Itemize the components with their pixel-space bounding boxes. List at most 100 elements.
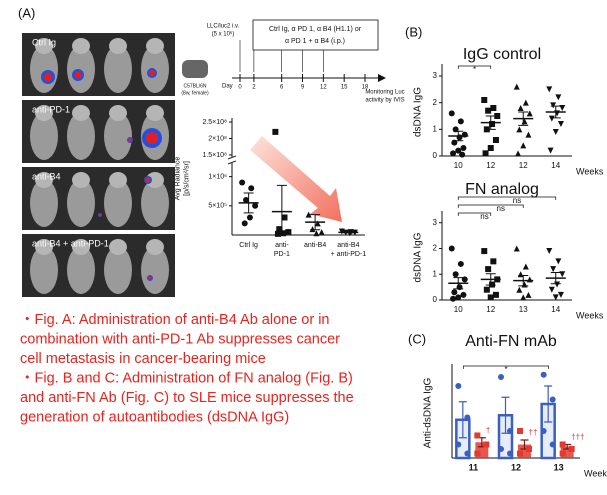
mouse-head (35, 172, 53, 188)
mouse (67, 246, 95, 294)
caption-line: ・Fig. A: Administration of anti-B4 Ab al… (20, 312, 330, 328)
signal (98, 213, 102, 217)
point (485, 266, 492, 273)
sem-bar (276, 184, 287, 236)
mouse-head (109, 239, 127, 255)
caption-line: and anti-FN Ab (Fig. C) to SLE mice supp… (20, 390, 354, 406)
point (517, 428, 523, 434)
image-label: anti-B4 (32, 171, 61, 181)
point (489, 121, 496, 127)
day-value: 15 (341, 85, 348, 91)
x-tick-label: anti-B4 (337, 242, 359, 249)
point (274, 230, 281, 237)
axis-break-mark (227, 155, 237, 160)
treatment-box (252, 19, 379, 51)
timeline: Day 0 2 6 9 12 15 18 LLC/luc2 i.v.(5 x 10⁶) Ctrl … (181, 19, 405, 104)
point (546, 86, 553, 93)
point (456, 134, 463, 141)
point (281, 214, 288, 221)
mouse (104, 45, 132, 93)
y-tick-label: 3 (433, 218, 438, 227)
point (276, 226, 283, 233)
point (540, 371, 547, 378)
point (243, 196, 250, 203)
point (513, 83, 520, 90)
sig-bracket (457, 212, 492, 216)
y-tick-label: 5×10⁵ (208, 203, 227, 210)
x-tick-label: 12 (486, 161, 495, 170)
mouse-head (35, 38, 53, 54)
point (483, 286, 490, 293)
mouse-head (146, 239, 164, 255)
x-tick-label: anti- (275, 242, 289, 249)
point (546, 248, 553, 255)
arrowhead (378, 74, 386, 82)
point (490, 105, 497, 111)
point (248, 185, 255, 192)
point (474, 450, 481, 457)
sig-label: ††† (571, 433, 584, 442)
point (448, 245, 455, 252)
x-tick-label: 12 (511, 462, 521, 472)
signal (145, 177, 151, 183)
chart-title: FN analog (465, 181, 539, 198)
x-label: Weeks (576, 166, 604, 176)
y-tick-label: 1 (433, 124, 438, 133)
day-label: Day (222, 84, 233, 90)
x-tick-label: 12 (486, 305, 495, 314)
point (516, 286, 523, 293)
ivis-images: Ctrl Ig anti-PD-1 anti-B4 anti-B4 + anti-PD… (22, 33, 175, 297)
point (485, 107, 492, 114)
panel-label: (C) (408, 331, 426, 346)
day-value: 2 (252, 85, 256, 91)
point (548, 286, 555, 293)
y-label: dsDNA IgG (413, 232, 424, 282)
point (487, 294, 494, 301)
x-tick-label: 13 (554, 462, 564, 472)
point (455, 294, 462, 301)
point (507, 450, 513, 457)
point (464, 450, 471, 457)
point (498, 374, 504, 380)
mouse-head (72, 239, 90, 255)
point (507, 428, 513, 434)
monitor: Monitoring Luc (365, 90, 404, 96)
image-label: Ctrl Ig (32, 37, 56, 47)
x-tick-label: 13 (519, 305, 528, 314)
mouse-head (72, 38, 90, 54)
injection: LLC/luc2 i.v. (207, 24, 240, 30)
sem-bar (518, 275, 529, 287)
point (513, 245, 520, 252)
point (252, 202, 259, 209)
point (516, 126, 523, 133)
point (549, 396, 556, 403)
point (482, 150, 489, 157)
axis-break-mark (227, 160, 237, 165)
mouse (30, 246, 58, 294)
treatment: α PD 1 + α B4 (i.p.) (285, 38, 345, 45)
point (481, 248, 488, 255)
point (451, 289, 458, 296)
x-tick-label: 12 (519, 161, 528, 170)
x-tick-label: 14 (551, 305, 560, 314)
point (474, 432, 481, 439)
point (521, 281, 528, 288)
point (305, 211, 312, 218)
mouse-strain: C57BL/6N (183, 83, 206, 89)
point (455, 441, 462, 448)
point (555, 94, 562, 101)
x-tick-label: 14 (551, 161, 560, 170)
mouse (104, 246, 132, 294)
point (555, 258, 562, 265)
mouse-strain: (8w, female) (181, 90, 209, 96)
point (552, 294, 559, 301)
mouse-head (146, 38, 164, 54)
point (559, 450, 566, 457)
point (525, 291, 532, 298)
x-tick-label: 10 (454, 305, 463, 314)
point (522, 99, 529, 106)
signal (128, 138, 132, 142)
sig-bracket (462, 365, 550, 369)
caption-line: generation of autoantibodies (dsDNA IgG) (20, 409, 289, 425)
